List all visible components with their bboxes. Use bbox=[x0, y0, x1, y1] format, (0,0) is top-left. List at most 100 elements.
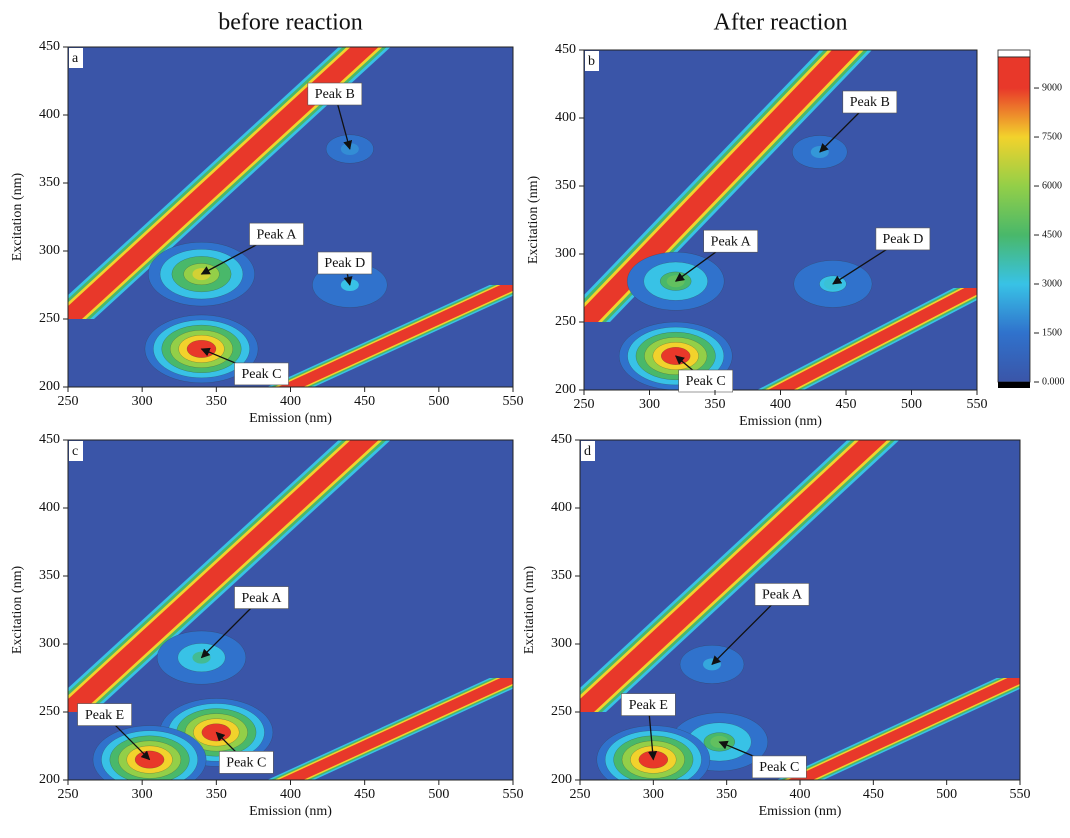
x-tick-label: 500 bbox=[428, 394, 449, 409]
x-tick-label: 250 bbox=[58, 394, 79, 409]
colorbar-tick-label: 1500 bbox=[1042, 327, 1062, 338]
annotation-box bbox=[219, 751, 274, 774]
y-tick-label: 400 bbox=[555, 110, 576, 125]
peak-label: Peak C bbox=[226, 756, 266, 771]
y-tick-label: 350 bbox=[551, 568, 572, 583]
x-tick-label: 300 bbox=[643, 787, 664, 802]
y-tick-label: 400 bbox=[551, 500, 572, 515]
y-tick-label: 200 bbox=[551, 772, 572, 787]
x-tick-label: 300 bbox=[639, 397, 660, 412]
y-axis-label: Excitation (nm) bbox=[10, 566, 25, 655]
x-tick-label: 550 bbox=[1010, 787, 1031, 802]
x-tick-label: 250 bbox=[58, 787, 79, 802]
annotation-box bbox=[621, 693, 676, 716]
y-axis-label: Excitation (nm) bbox=[10, 173, 25, 262]
x-axis-label: Emission (nm) bbox=[759, 804, 842, 819]
y-tick-label: 250 bbox=[551, 704, 572, 719]
y-tick-label: 350 bbox=[39, 175, 60, 190]
y-tick-label: 400 bbox=[39, 500, 60, 515]
y-tick-label: 250 bbox=[39, 311, 60, 326]
colorbar-tick-label: 4500 bbox=[1042, 229, 1062, 240]
annotation-box bbox=[678, 369, 734, 393]
annotation-box bbox=[77, 703, 132, 726]
x-tick-label: 450 bbox=[354, 394, 375, 409]
x-tick-label: 450 bbox=[836, 397, 857, 412]
y-tick-label: 400 bbox=[39, 107, 60, 122]
y-tick-label: 200 bbox=[555, 382, 576, 397]
scatter-band bbox=[277, 678, 513, 780]
scatter-band bbox=[68, 440, 379, 712]
panel bbox=[68, 47, 513, 387]
annotation-box bbox=[307, 82, 363, 106]
y-tick-label: 200 bbox=[39, 772, 60, 787]
peak-label: Peak A bbox=[711, 234, 752, 249]
x-tick-label: 350 bbox=[206, 787, 227, 802]
colorbar-tick-label: 7500 bbox=[1042, 131, 1062, 142]
x-tick-label: 550 bbox=[503, 787, 524, 802]
x-tick-label: 550 bbox=[503, 394, 524, 409]
x-tick-label: 300 bbox=[132, 787, 153, 802]
y-tick-label: 300 bbox=[39, 636, 60, 651]
y-tick-label: 250 bbox=[39, 704, 60, 719]
scatter-band bbox=[767, 288, 977, 390]
x-tick-label: 450 bbox=[863, 787, 884, 802]
panel-letter: a bbox=[72, 51, 79, 66]
peak-label: Peak A bbox=[762, 588, 803, 603]
panel-letter-box bbox=[69, 441, 83, 461]
annotation-box bbox=[875, 227, 931, 251]
x-tick-label: 400 bbox=[790, 787, 811, 802]
y-tick-label: 350 bbox=[555, 178, 576, 193]
colorbar-bottom bbox=[998, 382, 1030, 388]
x-tick-label: 250 bbox=[574, 397, 595, 412]
annotation-arrow bbox=[711, 593, 783, 666]
panel-letter-box bbox=[69, 48, 83, 68]
scatter-band bbox=[787, 678, 1020, 780]
annotation-box bbox=[703, 229, 759, 253]
y-tick-label: 450 bbox=[39, 432, 60, 447]
x-tick-label: 350 bbox=[705, 397, 726, 412]
y-tick-label: 450 bbox=[39, 39, 60, 54]
scatter-band bbox=[580, 440, 888, 712]
x-tick-label: 550 bbox=[967, 397, 988, 412]
x-axis-label: Emission (nm) bbox=[249, 804, 332, 819]
peak-label: Peak C bbox=[686, 374, 726, 389]
x-tick-label: 350 bbox=[206, 394, 227, 409]
panel-letter: d bbox=[584, 444, 591, 459]
y-axis-label: Excitation (nm) bbox=[522, 566, 537, 655]
panel bbox=[580, 440, 1020, 780]
colorbar-tick-label: 6000 bbox=[1042, 180, 1062, 191]
annotation-box bbox=[317, 251, 373, 275]
y-axis-label: Excitation (nm) bbox=[526, 176, 541, 265]
x-tick-label: 350 bbox=[716, 787, 737, 802]
panel bbox=[68, 440, 513, 780]
annotation-box bbox=[249, 222, 304, 246]
scatter-band bbox=[277, 285, 513, 387]
peak-label: Peak A bbox=[241, 591, 282, 606]
colorbar-tick-label: 0.000 bbox=[1042, 376, 1065, 387]
colorbar-top bbox=[997, 49, 1031, 58]
y-tick-label: 300 bbox=[555, 246, 576, 261]
scatter-band bbox=[584, 50, 860, 322]
panel-title: After reaction bbox=[714, 10, 848, 36]
y-tick-label: 250 bbox=[555, 314, 576, 329]
panel bbox=[584, 50, 977, 390]
panel-letter: c bbox=[72, 444, 78, 459]
x-axis-label: Emission (nm) bbox=[739, 414, 822, 429]
scatter-band bbox=[68, 47, 379, 319]
peak-label: Peak E bbox=[629, 698, 668, 713]
x-tick-label: 450 bbox=[354, 787, 375, 802]
x-tick-label: 500 bbox=[936, 787, 957, 802]
panel-letter: b bbox=[588, 54, 595, 69]
colorbar-tick-label: 9000 bbox=[1042, 82, 1062, 93]
x-tick-label: 400 bbox=[770, 397, 791, 412]
x-tick-label: 500 bbox=[901, 397, 922, 412]
annotation-box bbox=[842, 90, 898, 114]
colorbar bbox=[997, 56, 1031, 383]
peak-label: Peak C bbox=[759, 760, 799, 775]
peak-label: Peak B bbox=[850, 95, 890, 110]
x-tick-label: 500 bbox=[428, 787, 449, 802]
annotation-box bbox=[754, 583, 810, 606]
peak-label: Peak A bbox=[256, 227, 297, 242]
panel-letter-box bbox=[581, 441, 595, 461]
